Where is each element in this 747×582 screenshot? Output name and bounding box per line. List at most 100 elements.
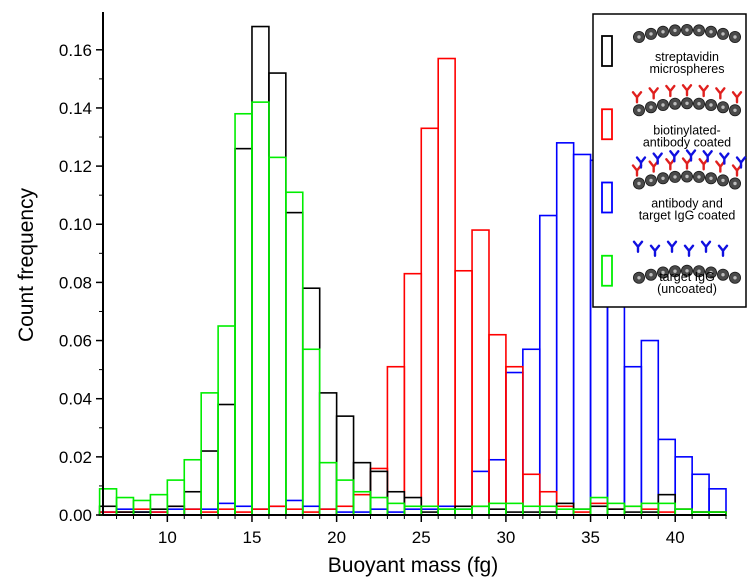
antibody-glyph	[702, 150, 713, 163]
bar	[285, 191, 304, 516]
bead-highlight	[733, 276, 737, 280]
bead-highlight	[721, 273, 725, 277]
legend-swatch	[601, 35, 613, 67]
legend-swatch	[601, 254, 613, 287]
bar	[386, 365, 406, 516]
bar	[522, 473, 541, 516]
bar	[471, 505, 490, 516]
bar	[589, 502, 609, 516]
bar	[335, 479, 355, 516]
antibody-glyph	[717, 244, 729, 257]
bar	[488, 458, 507, 516]
bead-highlight	[637, 276, 641, 280]
legend-label: (uncoated)	[657, 282, 717, 296]
bead-highlight	[697, 269, 701, 273]
bar	[200, 392, 219, 516]
bar	[708, 488, 727, 516]
bar	[505, 371, 524, 516]
bar	[623, 505, 643, 516]
bar	[437, 57, 456, 516]
bar	[454, 269, 473, 516]
antibody-glyph	[700, 240, 712, 253]
bar	[369, 467, 389, 516]
legend-swatch	[601, 108, 613, 141]
bar	[505, 365, 524, 516]
bar	[335, 505, 355, 516]
y-tick-label: 0.00	[59, 506, 92, 525]
bar	[623, 365, 643, 516]
bar	[555, 142, 575, 516]
bar	[420, 127, 439, 516]
bead-highlight	[649, 32, 653, 36]
bar	[251, 101, 270, 516]
antibody-glyph	[683, 244, 695, 257]
bead-highlight	[661, 270, 665, 275]
bead-highlight	[673, 175, 677, 179]
bead-highlight	[637, 181, 641, 186]
legend-label: antibody and	[651, 197, 723, 211]
igg-coated-microsphere-icon	[631, 149, 747, 190]
y-tick-label: 0.12	[59, 157, 92, 176]
bar	[200, 450, 219, 516]
bar	[268, 505, 287, 516]
y-tick-label: 0.04	[59, 390, 92, 409]
chart-ticks: 10 15 20 25 30 35 40 0.00 0.02 0.04 0.06 0.08 0.10 0.…	[59, 41, 727, 547]
bar	[166, 505, 186, 516]
bar	[657, 502, 677, 516]
legend-swatch	[601, 181, 613, 214]
bead-highlight	[685, 28, 689, 32]
antibody-glyph	[632, 240, 644, 253]
bead-highlight	[697, 175, 701, 179]
bead-highlight	[637, 35, 641, 39]
y-tick-label: 0.08	[59, 273, 92, 292]
bar	[674, 456, 693, 516]
bar	[301, 287, 321, 516]
x-tick-label: 40	[666, 528, 685, 547]
bar	[538, 505, 558, 516]
bar	[301, 348, 321, 516]
bead-highlight	[721, 178, 725, 183]
legend-label: biotinylated-	[653, 123, 720, 137]
bar	[640, 339, 660, 516]
antibody-glyph	[652, 152, 663, 165]
bead-highlight	[685, 269, 689, 273]
antibody-glyph	[685, 149, 697, 162]
bar	[352, 461, 372, 516]
bead-highlight	[661, 30, 665, 34]
bar	[234, 112, 253, 516]
antibody-glyph	[666, 240, 678, 253]
legend-label: target IgG	[659, 270, 715, 284]
bead-highlight	[685, 101, 689, 106]
bar	[555, 505, 575, 516]
bar	[285, 499, 304, 516]
bead-highlight	[673, 102, 677, 106]
bar	[217, 403, 236, 516]
antibody-glyph	[715, 87, 726, 100]
bar	[268, 72, 287, 516]
bar	[183, 458, 202, 516]
legend-label: streptavidin	[655, 50, 719, 64]
antibody-glyph	[649, 244, 661, 257]
legend-box	[592, 13, 747, 308]
bar	[623, 505, 643, 516]
bead-highlight	[685, 174, 689, 179]
antibody-glyph	[698, 84, 709, 98]
x-tick-label: 25	[412, 528, 431, 547]
y-tick-label: 0.06	[59, 332, 92, 351]
bar	[234, 505, 253, 516]
antibody-glyph	[669, 150, 680, 163]
bar	[538, 214, 558, 516]
bar	[691, 473, 710, 516]
antibody-glyph	[648, 87, 659, 100]
bar	[471, 470, 490, 516]
bar	[183, 490, 202, 516]
x-tick-label: 10	[158, 528, 177, 547]
legend-entry-2: biotinylated-antibody coated	[601, 84, 743, 149]
bead-highlight	[709, 30, 713, 34]
y-axis-title: Count frequency	[15, 187, 38, 342]
y-tick-label: 0.02	[59, 448, 92, 467]
bead-highlight	[649, 273, 653, 277]
x-tick-label: 20	[327, 528, 346, 547]
